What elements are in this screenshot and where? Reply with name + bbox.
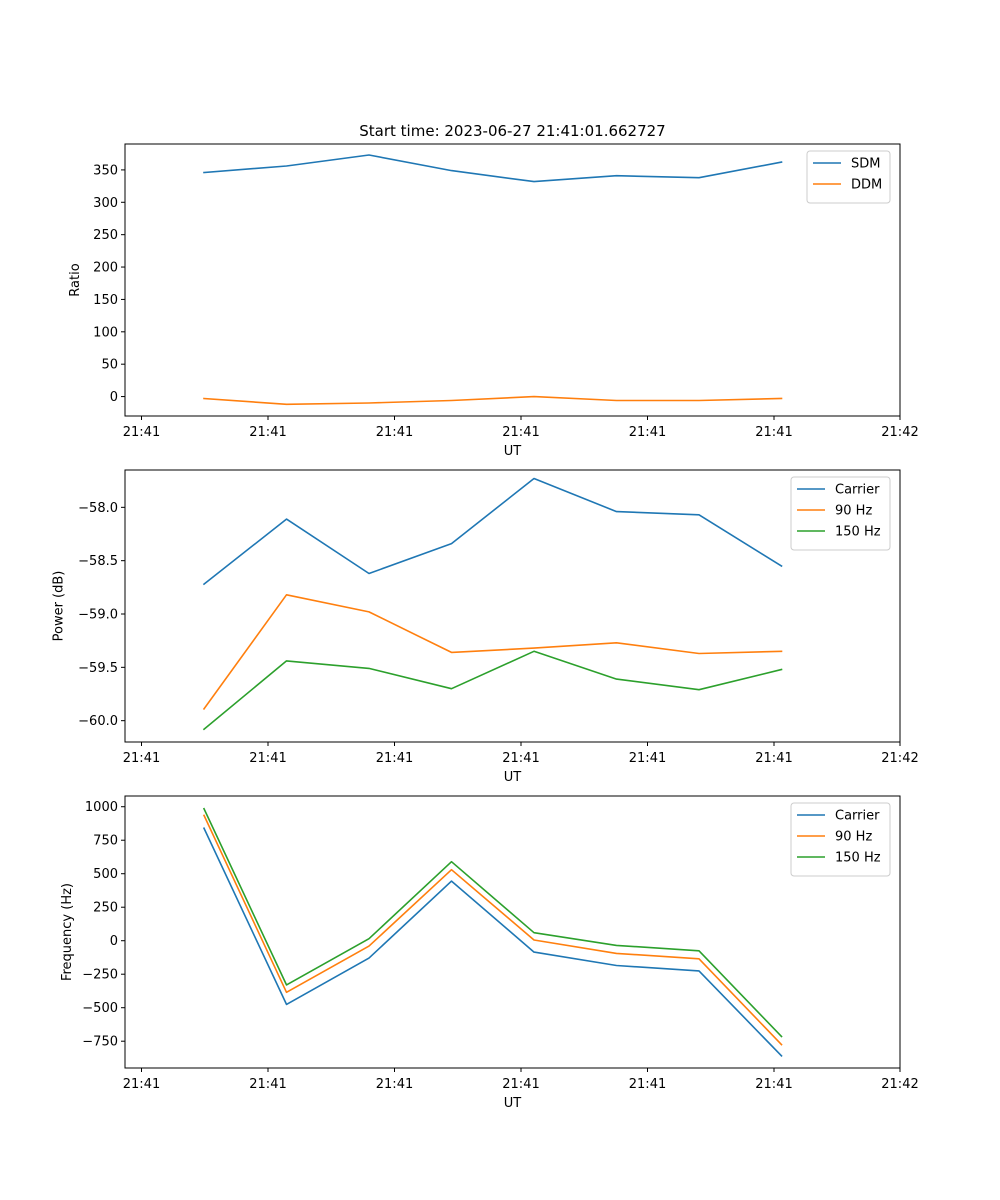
y-tick-label: −59.0 bbox=[78, 608, 118, 623]
x-tick-label: 21:41 bbox=[123, 425, 160, 440]
x-tick-label: 21:41 bbox=[755, 425, 792, 440]
x-tick-label: 21:42 bbox=[881, 751, 918, 766]
series-line-carrier bbox=[202, 477, 783, 586]
legend-entry: 150 Hz bbox=[835, 525, 881, 540]
y-tick-label: 150 bbox=[93, 293, 118, 308]
y-tick-label: −58.5 bbox=[78, 554, 118, 569]
plot-3: 21:41 21:41 21:41 21:41 21:41 21:41 21:42 UT −75… bbox=[60, 795, 919, 1111]
series-line-150-hz bbox=[202, 807, 783, 1038]
series-line-ddm bbox=[203, 395, 783, 406]
legend: SDM DDM bbox=[806, 150, 891, 204]
y-tick-label: 750 bbox=[93, 834, 118, 849]
x-tick-label: 21:42 bbox=[881, 425, 918, 440]
legend-entry: DDM bbox=[851, 178, 882, 193]
y-tick-label: −60.0 bbox=[78, 714, 118, 729]
y-tick-label: 100 bbox=[93, 325, 118, 340]
legend-entry: 150 Hz bbox=[835, 851, 881, 866]
series-line-90-hz bbox=[202, 814, 783, 1046]
series-line-sdm bbox=[203, 154, 783, 183]
y-axis-label: Frequency (Hz) bbox=[60, 883, 75, 981]
y-tick-label: −58.0 bbox=[78, 501, 118, 516]
x-tick-label: 21:41 bbox=[629, 751, 666, 766]
x-tick-label: 21:41 bbox=[755, 751, 792, 766]
y-tick-label: −500 bbox=[82, 1001, 118, 1016]
y-tick-label: −59.5 bbox=[78, 661, 118, 676]
series-line-carrier bbox=[202, 827, 783, 1058]
plot-frame bbox=[124, 469, 901, 743]
x-axis-label: UT bbox=[504, 444, 522, 459]
x-tick-label: 21:41 bbox=[502, 425, 539, 440]
y-tick-label: 0 bbox=[110, 934, 118, 949]
x-tick-label: 21:41 bbox=[629, 1077, 666, 1092]
x-axis-label: UT bbox=[504, 1096, 522, 1111]
x-tick-label: 21:42 bbox=[881, 1077, 918, 1092]
chart-title: Start time: 2023-06-27 21:41:01.662727 bbox=[359, 122, 665, 140]
series-line-90-hz bbox=[202, 593, 783, 711]
x-tick-label: 21:41 bbox=[249, 425, 286, 440]
legend-entry: 90 Hz bbox=[835, 830, 872, 845]
x-tick-label: 21:41 bbox=[502, 1077, 539, 1092]
legend-entry: Carrier bbox=[835, 483, 880, 498]
legend-entry: SDM bbox=[851, 157, 880, 172]
y-tick-label: 0 bbox=[110, 390, 118, 405]
x-tick-label: 21:41 bbox=[502, 751, 539, 766]
legend-box bbox=[806, 150, 891, 204]
y-tick-label: 300 bbox=[93, 196, 118, 211]
plot-1: 21:41 21:41 21:41 21:41 21:41 21:41 21:42 UT 0 50… bbox=[68, 143, 919, 459]
x-axis-label: UT bbox=[504, 770, 522, 785]
y-tick-label: −250 bbox=[82, 968, 118, 983]
y-axis-label: Ratio bbox=[68, 263, 83, 296]
y-tick-label: 350 bbox=[93, 163, 118, 178]
x-tick-label: 21:41 bbox=[123, 751, 160, 766]
plots-container: 21:41 21:41 21:41 21:41 21:41 21:41 21:42 UT 0 50… bbox=[52, 143, 919, 1111]
y-tick-label: −750 bbox=[82, 1035, 118, 1050]
x-tick-label: 21:41 bbox=[376, 751, 413, 766]
legend-entry: Carrier bbox=[835, 809, 880, 824]
x-tick-label: 21:41 bbox=[249, 751, 286, 766]
legend: Carrier 90 Hz 150 Hz bbox=[790, 802, 891, 877]
x-tick-label: 21:41 bbox=[376, 425, 413, 440]
x-tick-label: 21:41 bbox=[249, 1077, 286, 1092]
series-line-150-hz bbox=[202, 650, 783, 731]
y-tick-label: 500 bbox=[93, 867, 118, 882]
y-tick-label: 250 bbox=[93, 901, 118, 916]
y-tick-label: 1000 bbox=[85, 800, 118, 815]
x-tick-label: 21:41 bbox=[123, 1077, 160, 1092]
plot-frame bbox=[124, 795, 901, 1069]
legend-entry: 90 Hz bbox=[835, 504, 872, 519]
x-tick-label: 21:41 bbox=[629, 425, 666, 440]
y-tick-label: 200 bbox=[93, 261, 118, 276]
plot-2: 21:41 21:41 21:41 21:41 21:41 21:41 21:42 UT −60… bbox=[52, 469, 919, 785]
x-tick-label: 21:41 bbox=[376, 1077, 413, 1092]
y-tick-label: 250 bbox=[93, 228, 118, 243]
legend: Carrier 90 Hz 150 Hz bbox=[790, 476, 891, 551]
y-axis-label: Power (dB) bbox=[52, 571, 67, 642]
x-tick-label: 21:41 bbox=[755, 1077, 792, 1092]
y-tick-label: 50 bbox=[101, 358, 118, 373]
plot-frame bbox=[124, 143, 901, 417]
